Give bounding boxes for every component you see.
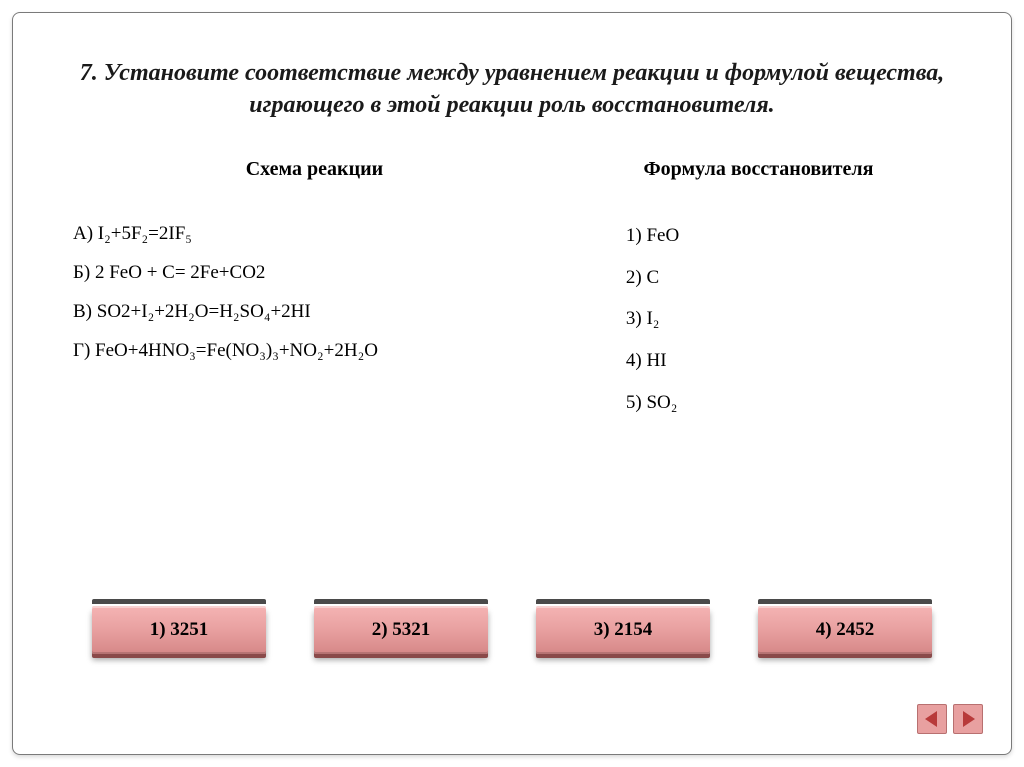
left-column: Схема реакции А) I₂+5F₂=2IF₅ Б) 2 FeO + …	[73, 158, 556, 424]
equation-g: Г) FeO+4HNO₃=Fe(NO₃)₃+NO₂+2H₂O	[73, 332, 556, 371]
right-column: Формула восстановителя 1) FeO 2) C 3) I₂…	[556, 158, 951, 424]
answer-buttons-row: 1) 3251 2) 5321 3) 2154 4) 2452	[13, 606, 1011, 654]
next-button[interactable]	[953, 704, 983, 734]
slide-frame: 7. Установите соответствие между уравнен…	[12, 12, 1012, 755]
arrow-right-icon	[961, 711, 975, 727]
equation-b: Б) 2 FeO + C= 2Fe+CO2	[73, 254, 556, 293]
right-column-header: Формула восстановителя	[566, 158, 951, 181]
equation-a: А) I₂+5F₂=2IF₅	[73, 215, 556, 254]
option-2: 2) C	[626, 257, 951, 299]
question-title: 7. Установите соответствие между уравнен…	[13, 13, 1011, 122]
answer-button-2[interactable]: 2) 5321	[314, 606, 488, 654]
option-list: 1) FeO 2) C 3) I₂ 4) HI 5) SO₂	[566, 215, 951, 424]
equation-v: В) SO2+I₂+2H₂O=H₂SO₄+2HI	[73, 293, 556, 332]
nav-controls	[917, 704, 983, 734]
answer-button-4[interactable]: 4) 2452	[758, 606, 932, 654]
content-columns: Схема реакции А) I₂+5F₂=2IF₅ Б) 2 FeO + …	[13, 158, 1011, 424]
arrow-left-icon	[925, 711, 939, 727]
option-5: 5) SO₂	[626, 382, 951, 424]
answer-button-1[interactable]: 1) 3251	[92, 606, 266, 654]
left-column-header: Схема реакции	[73, 158, 556, 181]
option-1: 1) FeO	[626, 215, 951, 257]
option-4: 4) HI	[626, 340, 951, 382]
option-3: 3) I₂	[626, 298, 951, 340]
equation-list: А) I₂+5F₂=2IF₅ Б) 2 FeO + C= 2Fe+CO2 В) …	[73, 215, 556, 371]
prev-button[interactable]	[917, 704, 947, 734]
answer-button-3[interactable]: 3) 2154	[536, 606, 710, 654]
